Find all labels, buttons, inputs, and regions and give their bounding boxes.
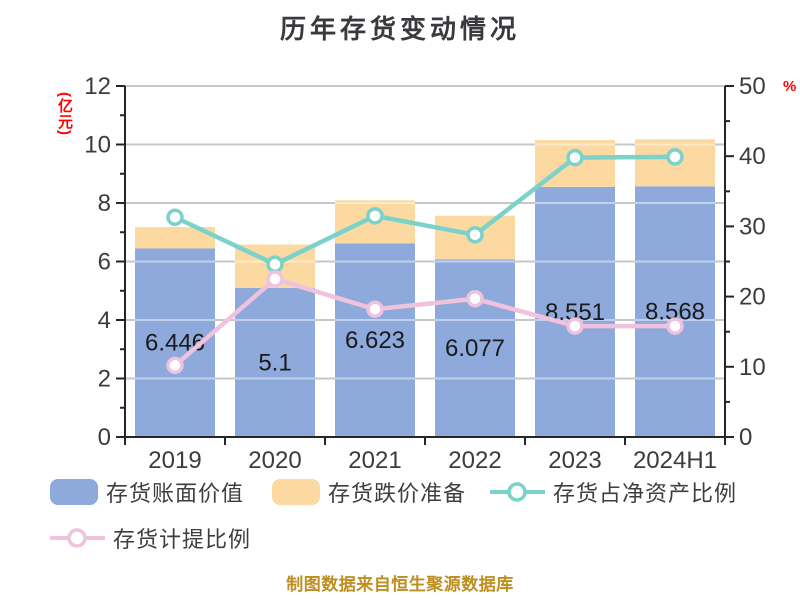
- right-axis-tick-label: 10: [739, 354, 766, 381]
- marker-net-asset-ratio-2021: [366, 207, 384, 225]
- bar-book-value-2020: [235, 287, 315, 437]
- legend-label-net-asset-ratio[interactable]: 存货占净资产比例: [553, 481, 738, 506]
- data-label-book-value-2021: 6.623: [345, 327, 405, 354]
- x-axis-category-label: 2019: [148, 447, 201, 474]
- left-axis-tick-label: 10: [84, 132, 111, 159]
- x-axis-category-label: 2021: [348, 447, 401, 474]
- chart-title: 历年存货变动情况: [279, 14, 520, 44]
- marker-provision-ratio-2021: [366, 300, 384, 318]
- line-provision-ratio: [172, 276, 678, 368]
- legend-swatch-book-value[interactable]: [50, 479, 98, 505]
- bar-book-value-2022: [435, 259, 515, 437]
- marker-net-asset-ratio-2019: [166, 208, 184, 227]
- left-axis-tick-label: 2: [98, 366, 111, 393]
- bar-provision-2019: [135, 227, 215, 249]
- data-label-book-value-2020: 5.1: [258, 349, 291, 376]
- marker-net-asset-ratio-2022: [466, 226, 484, 244]
- x-axis-category-label: 2022: [448, 447, 501, 474]
- marker-provision-ratio-2022: [466, 289, 484, 308]
- data-source-note: 制图数据来自恒生聚源数据库: [286, 575, 514, 594]
- marker-net-asset-ratio-2023: [566, 148, 584, 167]
- right-axis-tick-label: 0: [739, 424, 752, 451]
- x-axis-category-label: 2023: [548, 447, 601, 474]
- line-net-asset-ratio: [172, 154, 678, 267]
- right-axis-unit-label: %: [783, 78, 797, 95]
- legend-label-provision-ratio[interactable]: 存货计提比例: [113, 527, 252, 552]
- right-axis-tick-label: 20: [739, 284, 766, 311]
- legend-label-book-value[interactable]: 存货账面价值: [106, 481, 245, 506]
- left-axis-tick-label: 8: [98, 190, 111, 217]
- data-label-book-value-2019: 6.446: [145, 330, 205, 357]
- marker-provision-ratio-2020: [266, 270, 284, 288]
- marker-net-asset-ratio-2020: [266, 255, 284, 274]
- bar-book-value-2021: [335, 243, 415, 437]
- legend-swatch-provision[interactable]: [272, 479, 321, 505]
- marker-net-asset-ratio-2024H1: [666, 148, 684, 166]
- legend-label-provision[interactable]: 存货跌价准备: [328, 481, 467, 506]
- x-axis-category-label: 2024H1: [633, 447, 717, 474]
- marker-provision-ratio-2024H1: [666, 317, 684, 335]
- left-axis-tick-label: 0: [98, 424, 111, 451]
- bar-book-value-2024H1: [635, 186, 715, 437]
- bar-book-value-2023: [535, 186, 615, 437]
- legend-row-1: 存货账面价值 存货跌价准备 存货占净资产比例: [50, 476, 737, 508]
- right-axis-tick-label: 50: [739, 73, 766, 100]
- right-axis-tick-label: 40: [739, 143, 766, 170]
- right-axis-tick-label: 30: [739, 213, 766, 240]
- left-axis-unit-label: (亿元): [56, 92, 73, 136]
- marker-provision-ratio-2023: [566, 317, 584, 335]
- left-axis-tick-label: 4: [98, 307, 111, 334]
- left-axis-tick-label: 12: [84, 73, 111, 100]
- legend-marker-provision-ratio-icon[interactable]: [50, 527, 105, 549]
- legend-row-2: 存货计提比例: [50, 522, 251, 554]
- left-axis-tick-label: 6: [98, 249, 111, 276]
- legend-marker-net-asset-ratio-icon[interactable]: [490, 481, 546, 503]
- marker-provision-ratio-2019: [166, 356, 184, 375]
- data-label-book-value-2022: 6.077: [445, 335, 505, 362]
- x-axis-category-label: 2020: [248, 447, 301, 474]
